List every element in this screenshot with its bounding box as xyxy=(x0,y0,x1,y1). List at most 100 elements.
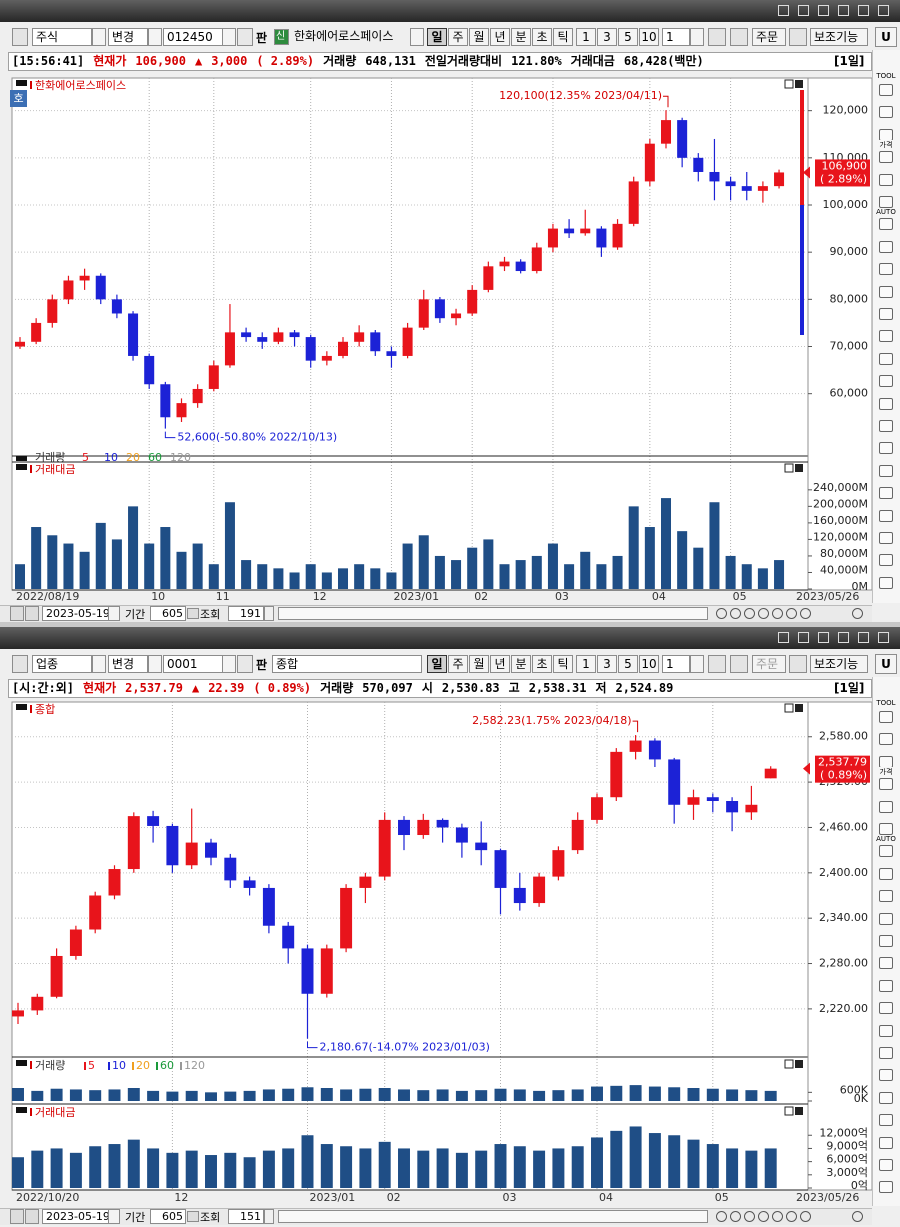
period-button[interactable]: 일 xyxy=(427,28,447,46)
aux-button[interactable]: 보조기능 xyxy=(810,655,868,673)
u-button[interactable]: U xyxy=(875,654,897,674)
window-button[interactable] xyxy=(778,632,789,643)
window-button[interactable] xyxy=(858,5,869,16)
tool-icon[interactable] xyxy=(879,957,893,970)
change-select[interactable]: 변경 xyxy=(108,655,148,673)
tool-icon[interactable] xyxy=(879,845,893,858)
bottom-icon[interactable] xyxy=(730,608,741,619)
code-input[interactable]: 012450 xyxy=(163,28,223,46)
tool-icon[interactable] xyxy=(879,420,893,432)
period-button[interactable]: 분 xyxy=(511,28,531,46)
tool-icon[interactable] xyxy=(879,1069,893,1082)
period-button[interactable]: 주 xyxy=(448,655,468,673)
tool-icon[interactable] xyxy=(879,84,893,96)
tool-icon[interactable] xyxy=(879,240,893,253)
bottom-icon[interactable] xyxy=(786,608,797,619)
tool-icon[interactable] xyxy=(879,912,893,925)
tool-icon[interactable] xyxy=(879,1136,893,1149)
period-button[interactable]: 틱 xyxy=(553,655,573,673)
days-input[interactable]: 605 xyxy=(150,1209,186,1224)
bottom-icon[interactable] xyxy=(716,608,727,619)
unit-button[interactable]: 10 xyxy=(639,28,659,46)
u-button[interactable]: U xyxy=(875,27,897,47)
period-button[interactable]: 주 xyxy=(448,28,468,46)
window-button[interactable] xyxy=(838,5,849,16)
window-button[interactable] xyxy=(878,5,889,16)
dropdown-arrow[interactable] xyxy=(92,655,106,673)
tool-icon[interactable] xyxy=(879,464,893,477)
window-button[interactable] xyxy=(798,632,809,643)
period-button[interactable]: 년 xyxy=(490,28,510,46)
window-button[interactable] xyxy=(778,5,789,16)
nav-icon[interactable] xyxy=(25,606,39,621)
tool-icon[interactable] xyxy=(879,711,893,723)
days-input[interactable]: 605 xyxy=(150,606,186,621)
count-select[interactable]: 1 xyxy=(662,28,690,46)
tool-icon[interactable] xyxy=(879,532,893,544)
order-button[interactable]: 주문 xyxy=(752,655,786,673)
tool-icon[interactable] xyxy=(879,1114,893,1127)
window-button[interactable] xyxy=(818,632,829,643)
nav-icon[interactable] xyxy=(25,1209,39,1224)
nav-button[interactable] xyxy=(12,28,28,46)
search-button[interactable] xyxy=(237,28,253,46)
dropdown-arrow[interactable] xyxy=(108,1209,120,1224)
scroll-bar[interactable] xyxy=(278,1210,708,1223)
bottom-icon[interactable] xyxy=(772,608,783,619)
window-button[interactable] xyxy=(818,5,829,16)
date-select[interactable]: 2023-05-19 xyxy=(42,606,110,621)
window-button[interactable] xyxy=(838,632,849,643)
tool-icon[interactable] xyxy=(879,1091,893,1104)
bottom-icon[interactable] xyxy=(716,1211,727,1222)
tool-icon[interactable] xyxy=(879,397,893,410)
tool-icon[interactable] xyxy=(879,778,893,791)
query-icon[interactable] xyxy=(187,608,199,619)
tool-icon[interactable] xyxy=(879,151,893,164)
period-button[interactable]: 일 xyxy=(427,655,447,673)
window-button[interactable] xyxy=(858,632,869,643)
nav-icon[interactable] xyxy=(10,1209,24,1224)
tool-icon[interactable] xyxy=(879,442,893,455)
period-button[interactable]: 년 xyxy=(490,655,510,673)
tool-icon[interactable] xyxy=(879,1024,893,1037)
move-button[interactable] xyxy=(789,28,807,46)
query-icon[interactable] xyxy=(187,1211,199,1222)
tool-icon[interactable] xyxy=(879,106,893,119)
settings-button[interactable] xyxy=(730,28,748,46)
tool-icon[interactable] xyxy=(879,979,893,992)
unit-button[interactable]: 1 xyxy=(576,655,596,673)
unit-button[interactable]: 1 xyxy=(576,28,596,46)
tool-icon[interactable] xyxy=(879,509,893,522)
bottom-icon[interactable] xyxy=(744,1211,755,1222)
market-select[interactable]: 업종 xyxy=(32,655,92,673)
stock-name[interactable]: 한화에어로스페이스 xyxy=(291,28,409,46)
tool-icon[interactable] xyxy=(879,218,893,231)
tool-icon[interactable] xyxy=(879,196,893,208)
tool-icon[interactable] xyxy=(879,263,893,276)
tool-icon[interactable] xyxy=(879,867,893,880)
dropdown-arrow[interactable] xyxy=(222,28,236,46)
nav-icon[interactable] xyxy=(10,606,24,621)
dropdown-arrow[interactable] xyxy=(410,28,424,46)
tool-icon[interactable] xyxy=(879,1181,893,1194)
count-select[interactable]: 1 xyxy=(662,655,690,673)
count-input[interactable]: 191 xyxy=(228,606,264,621)
tool-icon[interactable] xyxy=(879,800,893,813)
window-button[interactable] xyxy=(878,632,889,643)
bottom-icon[interactable] xyxy=(800,1211,811,1222)
unit-button[interactable]: 5 xyxy=(618,28,638,46)
tool-icon[interactable] xyxy=(879,733,893,746)
tool-icon[interactable] xyxy=(879,755,893,768)
spinner[interactable] xyxy=(264,1209,274,1224)
tool-icon[interactable] xyxy=(879,330,893,343)
dropdown-arrow[interactable] xyxy=(92,28,106,46)
window-button[interactable] xyxy=(798,5,809,16)
bottom-icon[interactable] xyxy=(852,608,863,619)
date-select[interactable]: 2023-05-19 xyxy=(42,1209,110,1224)
count-input[interactable]: 151 xyxy=(228,1209,264,1224)
search-button[interactable] xyxy=(237,655,253,673)
dropdown-arrow[interactable] xyxy=(690,655,704,673)
scroll-bar[interactable] xyxy=(278,607,708,620)
code-input[interactable]: 0001 xyxy=(163,655,223,673)
tool-icon[interactable] xyxy=(879,375,893,388)
